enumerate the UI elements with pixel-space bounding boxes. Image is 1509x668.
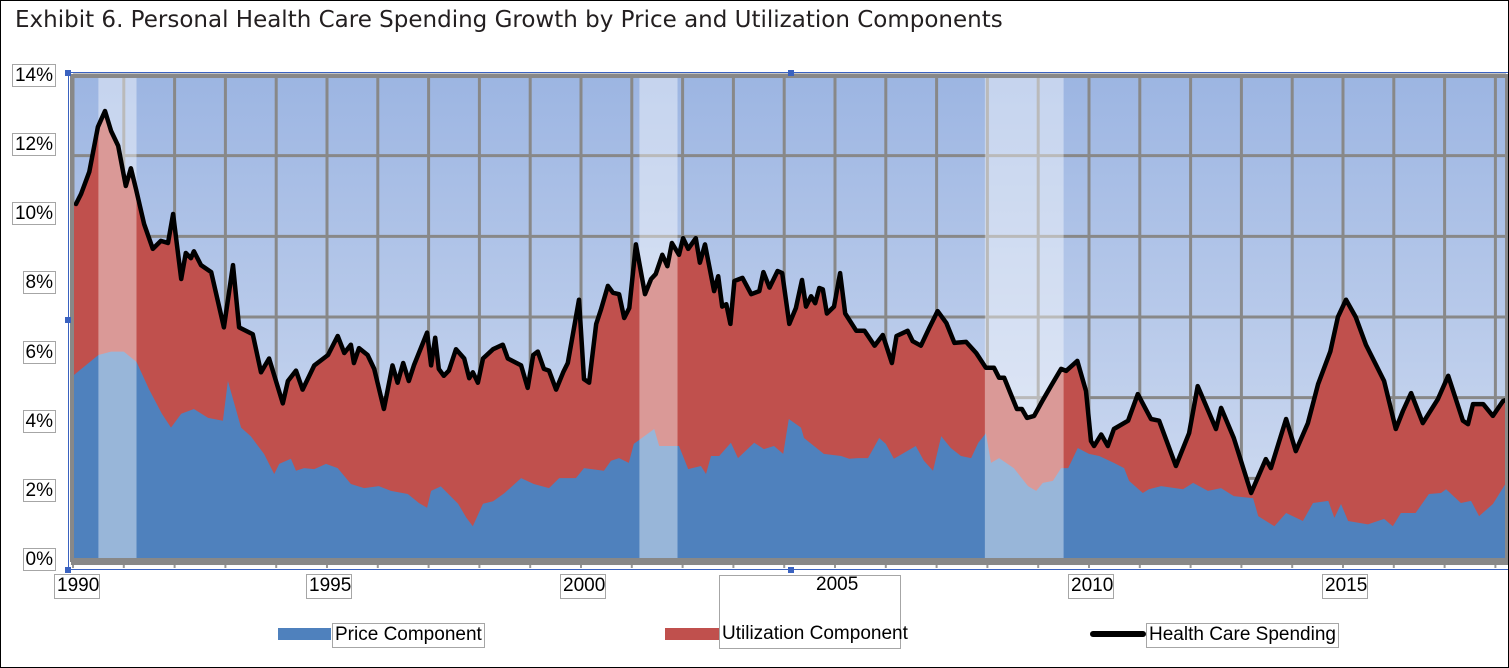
selection-handle: [65, 317, 71, 323]
y-tick-label: 12%: [11, 133, 56, 157]
selection-handle: [65, 70, 71, 76]
legend-utilization-swatch-icon: [665, 628, 719, 640]
y-tick-label: 14%: [11, 64, 56, 87]
selection-handle: [788, 567, 794, 573]
shaded-period: [984, 75, 1064, 559]
y-tick-label: 0%: [22, 548, 56, 571]
utilization-area: [73, 111, 1507, 559]
x-tick-label: 2010: [1068, 574, 1114, 599]
x-tick-label: 2015: [1322, 574, 1368, 599]
y-tick-label: 2%: [22, 478, 56, 502]
shaded-period: [98, 75, 137, 559]
x-tick-label: 2000: [560, 574, 606, 599]
chart-selection-box: [719, 575, 901, 649]
y-tick-label: 10%: [11, 202, 56, 226]
y-tick-label: 4%: [22, 409, 56, 433]
y-tick-label: 8%: [22, 271, 56, 295]
price-area: [73, 351, 1507, 559]
legend-spending-line-icon: [1090, 631, 1146, 637]
health-care-spending-line: [73, 108, 1508, 496]
x-axis-bar: [71, 559, 1508, 565]
legend-price-label[interactable]: Price Component: [332, 623, 485, 648]
legend-spending-label[interactable]: Health Care Spending: [1146, 623, 1339, 648]
legend-utilization-label[interactable]: Utilization Component: [722, 623, 908, 644]
selection-handle: [788, 70, 794, 76]
legend-price-swatch-icon: [278, 628, 331, 640]
x-tick-label: 2005: [816, 574, 859, 595]
chart-title: Exhibit 6. Personal Health Care Spending…: [15, 7, 1003, 33]
selection-handle: [65, 567, 71, 573]
shaded-period: [639, 75, 678, 559]
x-tick-label: 1990: [54, 574, 100, 599]
y-tick-label: 6%: [22, 340, 56, 364]
x-tick-label: 1995: [306, 574, 352, 599]
